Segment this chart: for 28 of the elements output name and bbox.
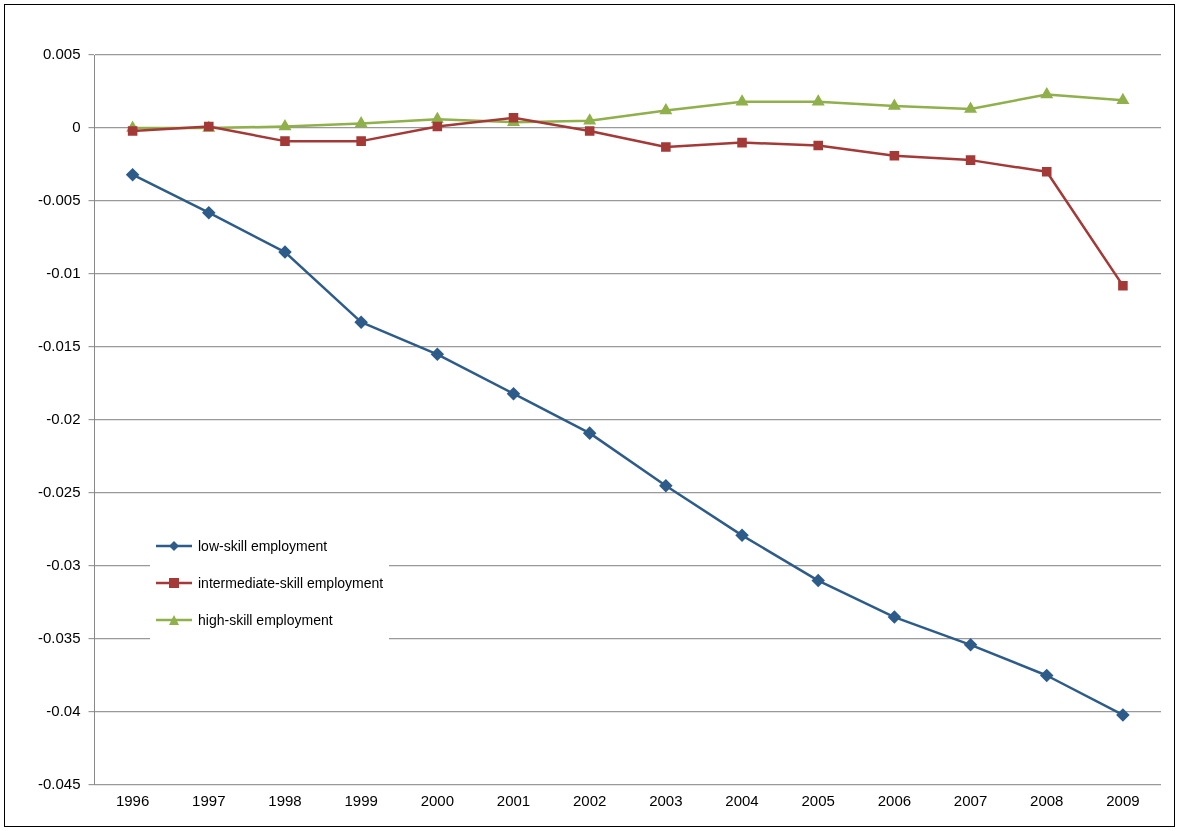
x-tick-label: 2000 — [420, 792, 455, 810]
y-tick-label: -0.02 — [46, 410, 81, 428]
x-tick-label: 2001 — [496, 792, 531, 810]
legend-label: intermediate-skill employment — [198, 575, 384, 591]
x-tick-label: 2005 — [801, 792, 835, 810]
y-tick-label: -0.045 — [37, 775, 81, 793]
y-tick-label: -0.025 — [37, 483, 81, 501]
x-tick-label: 1997 — [192, 792, 226, 810]
x-tick-label: 1996 — [115, 792, 150, 810]
y-tick-label: -0.015 — [37, 337, 81, 355]
x-tick-label: 2002 — [572, 792, 607, 810]
x-tick-label: 2003 — [649, 792, 683, 810]
y-tick-label: -0.03 — [46, 556, 81, 574]
x-tick-label: 2009 — [1106, 792, 1140, 810]
y-tick-label: 0 — [72, 118, 81, 136]
y-tick-label: -0.01 — [46, 264, 81, 282]
x-tick-label: 2006 — [877, 792, 912, 810]
legend-label: low-skill employment — [198, 538, 328, 554]
y-tick-label: -0.04 — [46, 702, 81, 720]
x-tick-label: 2007 — [953, 792, 988, 810]
y-tick-label: 0.005 — [42, 45, 81, 63]
y-tick-label: -0.005 — [37, 191, 81, 209]
legend-label: high-skill employment — [198, 612, 333, 628]
x-tick-label: 1998 — [268, 792, 302, 810]
y-tick-label: -0.035 — [37, 629, 81, 647]
x-tick-label: 2008 — [1030, 792, 1064, 810]
x-tick-label: 2004 — [725, 792, 759, 810]
x-tick-label: 1999 — [344, 792, 378, 810]
